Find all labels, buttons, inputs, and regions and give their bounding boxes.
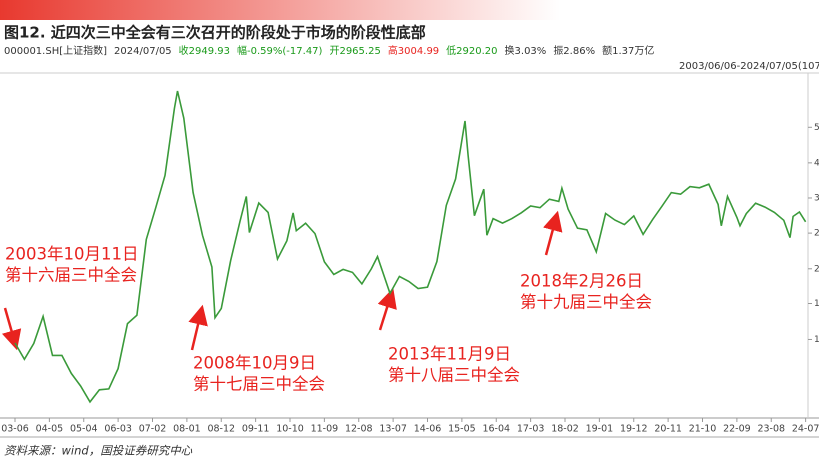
range-label: 2003/06/06-2024/07/05(1073周) <box>679 60 819 72</box>
x-tick-label: 23-08 <box>757 424 785 435</box>
info-item: 振2.86% <box>553 44 595 57</box>
x-tick-label: 16-04 <box>482 424 510 435</box>
x-tick-label: 18-02 <box>551 424 579 435</box>
info-item: 换3.03% <box>505 44 547 57</box>
price-line <box>14 90 807 404</box>
info-item: 000001.SH[上证指数] <box>4 44 107 57</box>
x-tick-label: 19-01 <box>586 424 614 435</box>
arrows <box>1 210 563 351</box>
x-tick-label: 11-09 <box>311 424 339 435</box>
x-tick-label: 07-02 <box>139 424 167 435</box>
x-tick-label: 08-01 <box>173 424 201 435</box>
y-tick-label: 2270 <box>814 264 819 274</box>
info-item: 额1.37万亿 <box>602 44 654 57</box>
x-tick-label: 13-07 <box>379 424 407 435</box>
annotation-date: 2008年10月9日 <box>193 354 316 373</box>
x-tick-label: 20-11 <box>654 424 682 435</box>
annotation-date: 2018年2月26日 <box>520 272 643 291</box>
y-tick-label: 5000 <box>814 123 819 133</box>
x-tick-label: 05-04 <box>70 424 98 435</box>
info-item: 低2920.20 <box>446 44 497 57</box>
x-tick-label: 08-12 <box>207 424 235 435</box>
x-tick-label: 15-05 <box>448 424 476 435</box>
annotation-date: 2013年11月9日 <box>388 345 511 364</box>
x-tick-label: 06-03 <box>104 424 132 435</box>
annotation-text: 第十九届三中全会 <box>520 293 652 312</box>
x-tick-label: 09-11 <box>242 424 270 435</box>
annotation-date: 2003年10月11日 <box>5 245 138 264</box>
x-tick-label: 22-09 <box>723 424 751 435</box>
x-tick-label: 12-08 <box>345 424 373 435</box>
info-item: 开2965.25 <box>329 46 380 57</box>
arrow <box>1 307 22 351</box>
info-item: 收2949.93 <box>179 44 230 57</box>
y-tick-label: 1530 <box>814 335 819 345</box>
arrow <box>188 304 208 351</box>
header-band <box>0 0 560 20</box>
y-tick-label: 3370 <box>814 193 819 203</box>
annotation-text: 第十六届三中全会 <box>5 266 137 285</box>
x-tick-label: 04-05 <box>36 424 64 435</box>
x-tick-label: 24-07 <box>792 424 819 435</box>
x-tick-label: 21-10 <box>689 424 717 435</box>
y-tick-label: 1870 <box>814 299 819 309</box>
info-item: 2024/07/05 <box>114 46 172 57</box>
chart-title: 图12. 近四次三中全会有三次召开的阶段处于市场的阶段性底部 <box>4 24 426 42</box>
arrow <box>377 287 397 331</box>
annotation-text: 第十七届三中全会 <box>193 375 325 394</box>
x-tick-label: 10-10 <box>276 424 304 435</box>
annotation-text: 第十八届三中全会 <box>388 366 520 385</box>
x-tick-label: 14-06 <box>414 424 442 435</box>
x-tick-label: 17-03 <box>517 424 545 435</box>
info-item: 幅-0.59%(-17.47) <box>237 44 323 57</box>
y-tick-label: 2770 <box>814 229 819 239</box>
x-tick-label: 03-06 <box>1 424 29 435</box>
x-tick-label: 19-12 <box>620 424 648 435</box>
y-tick-label: 4100 <box>814 158 819 168</box>
info-item: 高3004.99 <box>388 44 439 57</box>
info-line: 000001.SH[上证指数] 2024/07/05 收2949.93 幅-0.59%… <box>4 44 654 57</box>
source: 资料来源：wind，国投证券研究中心 <box>4 444 193 458</box>
arrow <box>543 210 563 256</box>
